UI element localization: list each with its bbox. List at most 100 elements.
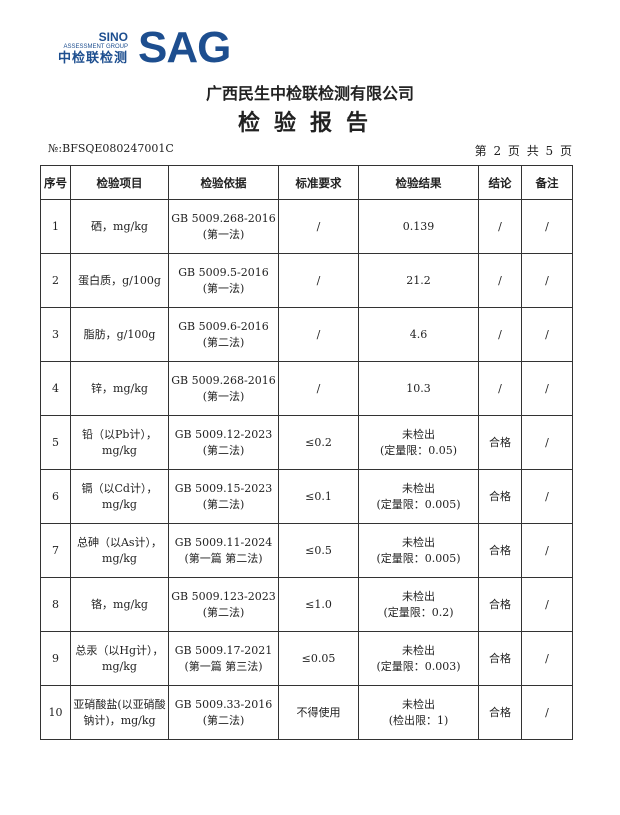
cell-text: 21.2	[406, 273, 431, 287]
cell-res1: 未检出 (定量限：0.005)	[358, 523, 479, 578]
cell-item: 总砷（以As计），mg/kg	[70, 523, 169, 578]
cell-res1: 10.3	[358, 361, 479, 416]
cell-concl: 合格	[478, 685, 522, 740]
cell-text: (第二法)	[202, 443, 245, 457]
seal-stamp-fragment	[602, 350, 620, 460]
company-name: 广西民生中检联检测有限公司	[205, 84, 414, 103]
cell-text: 4.6	[409, 327, 428, 341]
cell-note: /	[521, 523, 573, 578]
cell-text: 合格	[489, 705, 511, 719]
cell-text: 总汞（以Hg计），mg/kg	[75, 643, 164, 673]
cell-text: 1	[52, 219, 59, 233]
cell-text: (第一法)	[202, 281, 245, 295]
cell-note: /	[521, 307, 573, 362]
cell-text: 3	[52, 327, 59, 341]
cell-text: 4	[52, 381, 59, 395]
cell-concl: 合格	[478, 523, 522, 578]
cell-text: (检出限：1)	[388, 713, 449, 727]
cell-text: GB 5009.5-2016	[178, 265, 269, 279]
table-row: 8 铬，mg/kg GB 5009.123-2023 (第二法) ≤1.0 未检出 (定量限…	[40, 577, 573, 632]
cell-text: /	[545, 651, 549, 665]
cell-text: /	[498, 219, 502, 233]
cell-req: ≤1.0	[278, 577, 359, 632]
cell-text: (第二法)	[202, 713, 245, 727]
cell-text: ≤0.2	[305, 435, 332, 449]
cell-text: 9	[52, 651, 59, 665]
cell-text: (定量限：0.005)	[376, 497, 461, 511]
cell-no: 9	[40, 631, 71, 686]
cell-item: 蛋白质，g/100g	[70, 253, 169, 308]
cell-text: ≤0.05	[301, 651, 336, 665]
cell-text: /	[545, 435, 549, 449]
cell-text: 未检出	[402, 481, 435, 495]
table-row: 3 脂肪，g/100g GB 5009.6-2016 (第二法) / 4.6 / /	[40, 307, 573, 362]
cell-res1: 4.6	[358, 307, 479, 362]
cell-text: 亚硝酸盐(以亚硝酸钠计)，mg/kg	[73, 697, 166, 727]
cell-no: 1	[40, 199, 71, 254]
column-header: 检验结果	[358, 165, 479, 200]
column-header: 序号	[40, 165, 71, 200]
cell-basis1: GB 5009.5-2016 (第一法)	[168, 253, 279, 308]
cell-no: 5	[40, 415, 71, 470]
cell-res1: 未检出 (定量限：0.2)	[358, 577, 479, 632]
cell-text: 硒，mg/kg	[91, 219, 148, 233]
cell-req: /	[278, 253, 359, 308]
cell-text: 0.139	[402, 219, 435, 233]
cell-text: 8	[52, 597, 59, 611]
cell-text: /	[545, 381, 549, 395]
cell-no: 4	[40, 361, 71, 416]
cell-text: 铬，mg/kg	[91, 597, 148, 611]
cell-basis1: GB 5009.17-2021 (第一篇 第三法)	[168, 631, 279, 686]
cell-text: 未检出	[402, 427, 435, 441]
column-header: 结论	[478, 165, 522, 200]
cell-basis1: GB 5009.12-2023 (第二法)	[168, 415, 279, 470]
cell-req: ≤0.5	[278, 523, 359, 578]
cell-text: (第一篇 第三法)	[184, 659, 263, 673]
cell-text: 10	[48, 705, 63, 719]
cell-text: GB 5009.123-2023	[171, 589, 276, 603]
cell-text: 锌，mg/kg	[91, 381, 148, 395]
cell-item: 镉（以Cd计），mg/kg	[70, 469, 169, 524]
cell-text: GB 5009.12-2023	[174, 427, 273, 441]
cell-text: (定量限：0.003)	[376, 659, 461, 673]
cell-text: (定量限：0.005)	[376, 551, 461, 565]
cell-note: /	[521, 469, 573, 524]
cell-text: GB 5009.268-2016	[171, 373, 276, 387]
logo-cn: 中检联检测	[58, 50, 129, 65]
cell-text: 镉（以Cd计），mg/kg	[81, 481, 158, 511]
cell-text: (第一法)	[202, 389, 245, 403]
table-row: 5 铅（以Pb计），mg/kg GB 5009.12-2023 (第二法) ≤0.2 未检…	[40, 415, 573, 470]
table-row: 9 总汞（以Hg计），mg/kg GB 5009.17-2021 (第一篇 第三法) ≤…	[40, 631, 573, 686]
cell-note: /	[521, 685, 573, 740]
cell-concl: /	[478, 361, 522, 416]
cell-concl: /	[478, 307, 522, 362]
page-info: 第 2 页 共 5 页	[474, 144, 572, 158]
cell-text: GB 5009.15-2023	[174, 481, 273, 495]
cell-text: /	[498, 327, 502, 341]
logo-group: ASSESSMENT GROUP	[63, 44, 129, 50]
column-header: 标准要求	[278, 165, 359, 200]
table-row: 10 亚硝酸盐(以亚硝酸钠计)，mg/kg GB 5009.33-2016 (第二法)…	[40, 685, 573, 740]
cell-concl: 合格	[478, 631, 522, 686]
cell-text: 6	[52, 489, 59, 503]
cell-text: 铅（以Pb计），mg/kg	[82, 427, 157, 457]
cell-req: /	[278, 361, 359, 416]
logo-sag: SAG	[138, 23, 231, 72]
cell-note: /	[521, 415, 573, 470]
cell-basis1: GB 5009.15-2023 (第二法)	[168, 469, 279, 524]
cell-req: ≤0.2	[278, 415, 359, 470]
cell-no: 8	[40, 577, 71, 632]
cell-res1: 未检出 (定量限：0.005)	[358, 469, 479, 524]
cell-no: 3	[40, 307, 71, 362]
cell-text: 未检出	[402, 589, 435, 603]
cell-res1: 21.2	[358, 253, 479, 308]
cell-basis1: GB 5009.268-2016 (第一法)	[168, 361, 279, 416]
cell-text: (第二法)	[202, 497, 245, 511]
cell-note: /	[521, 253, 573, 308]
cell-text: GB 5009.17-2021	[174, 643, 273, 657]
cell-item: 亚硝酸盐(以亚硝酸钠计)，mg/kg	[70, 685, 169, 740]
cell-text: 5	[52, 435, 59, 449]
cell-res1: 未检出 (检出限：1)	[358, 685, 479, 740]
cell-basis1: GB 5009.6-2016 (第二法)	[168, 307, 279, 362]
